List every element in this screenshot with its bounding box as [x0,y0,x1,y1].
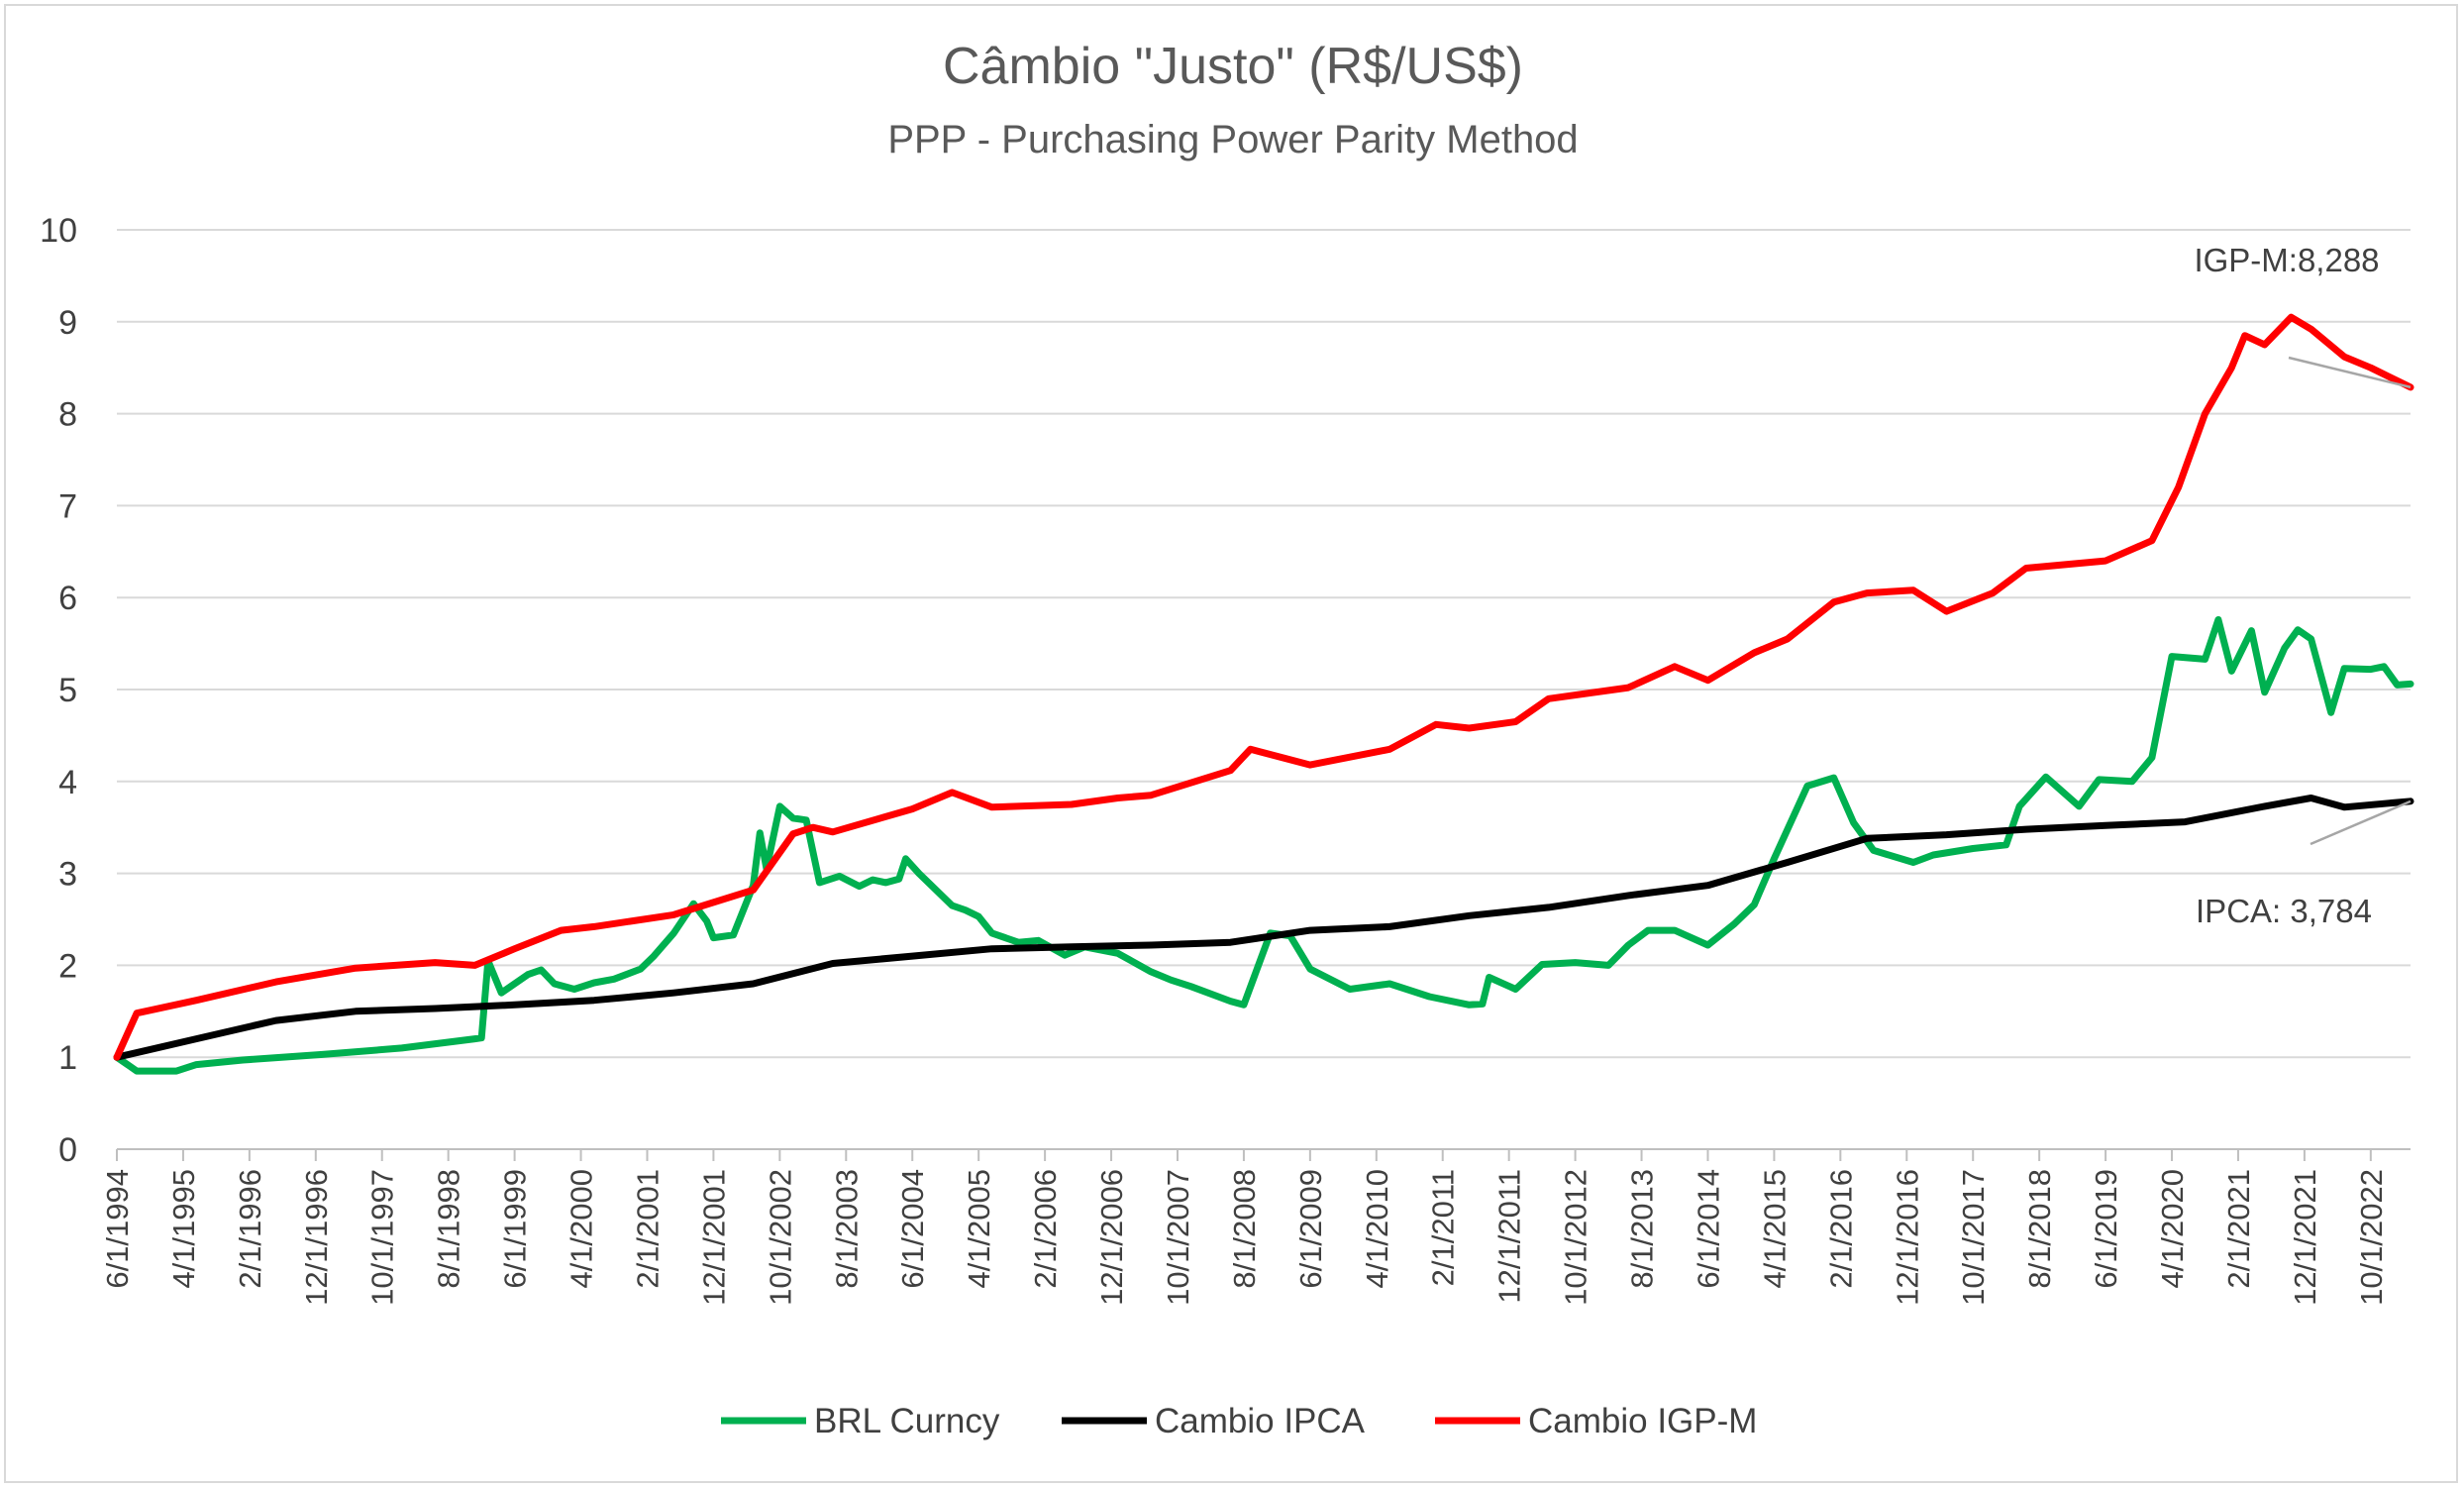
chart-title: Câmbio "Justo" (R$/US$) [943,38,1523,95]
y-tick-label: 6 [58,580,77,617]
y-tick-label: 1 [58,1039,77,1077]
legend-label-cambio-ipca: Cambio IPCA [1155,1402,1366,1440]
annotation-label: IGP-M:8,288 [2194,242,2379,278]
y-axis: 0 1 2 3 4 5 6 7 8 9 10 [40,212,77,1169]
x-tick-label: 6/1/1999 [498,1169,533,1289]
y-tick-label: 10 [40,212,77,250]
x-tick-label: 2/1/2001 [630,1169,665,1289]
chart-frame: Câmbio "Justo" (R$/US$) PPP - Purchasing… [4,4,2458,1483]
x-tick-label: 12/1/2006 [1094,1169,1129,1306]
x-tick-label: 12/1/1996 [299,1169,334,1306]
x-tick-label: 6/1/2009 [1293,1169,1328,1289]
chart-svg: Câmbio "Justo" (R$/US$) PPP - Purchasing… [40,38,2414,1440]
x-axis: 6/1/1994 4/1/1995 2/1/1996 12/1/1996 10/1/19… [100,1149,2389,1306]
y-tick-label: 0 [58,1131,77,1169]
y-tick-label: 4 [58,764,77,801]
x-tick-label: 12/1/2011 [1492,1169,1527,1304]
annotation-leader-line [2288,356,2412,389]
gridlines [117,229,2411,1150]
x-tick-label: 12/1/2001 [696,1169,731,1306]
x-tick-label: 12/1/2016 [1890,1169,1924,1306]
x-tick-label: 2/1/2006 [1028,1169,1063,1289]
x-tick-label: 4/1/2005 [962,1169,996,1289]
y-tick-label: 8 [58,396,77,434]
x-tick-label: 4/1/1995 [166,1169,201,1289]
x-tick-label: 8/1/2018 [2022,1169,2057,1289]
x-tick-label: 2/1/2021 [2221,1169,2256,1289]
y-tick-label: 3 [58,856,77,894]
annotations: IGP-M:8,288 IPCA: 3,784 [2194,242,2412,929]
x-tick-label: 8/1/2013 [1625,1169,1660,1289]
x-tick-label: 10/1/1997 [365,1169,400,1306]
y-tick-label: 5 [58,672,77,709]
x-tick-label: 8/1/2008 [1227,1169,1262,1289]
x-tick-label: 6/1/2004 [895,1169,930,1289]
series-lines [113,313,2414,1075]
x-tick-label: 8/1/1998 [432,1169,466,1289]
x-tick-label: 4/1/2000 [565,1169,599,1289]
x-tick-label: 10/1/2002 [763,1169,797,1306]
y-tick-label: 2 [58,947,77,985]
x-tick-label: 2/1/1996 [233,1169,267,1289]
legend-label-brl-curncy: BRL Curncy [814,1402,1000,1440]
series-line-brl-curncy [113,616,2414,1075]
y-tick-label: 7 [58,487,77,525]
x-tick-label: 10/1/2022 [2354,1169,2389,1306]
x-tick-label: 4/1/2015 [1757,1169,1792,1289]
series-line-cambio-igp-m [113,313,2414,1061]
x-tick-label: 2/1/2016 [1823,1169,1858,1289]
y-tick-label: 9 [58,304,77,342]
series-line-cambio-ipca [113,795,2414,1061]
annotation-leader-line [2310,799,2412,846]
x-tick-label: 2/1/2011 [1426,1169,1461,1286]
x-tick-label: 6/1/2014 [1691,1169,1725,1289]
annotation-label: IPCA: 3,784 [2196,893,2372,929]
legend-label-cambio-igp-m: Cambio IGP-M [1528,1402,1757,1440]
x-tick-label: 4/1/2020 [2155,1169,2190,1289]
chart-subtitle: PPP - Purchasing Power Parity Method [887,118,1578,161]
x-tick-label: 12/1/2021 [2288,1169,2322,1306]
x-tick-label: 10/1/2012 [1559,1169,1593,1306]
x-tick-label: 10/1/2007 [1161,1169,1195,1306]
x-tick-label: 4/1/2010 [1360,1169,1394,1289]
x-tick-label: 8/1/2003 [829,1169,864,1289]
legend: BRL Curncy Cambio IPCA Cambio IGP-M [721,1402,1757,1440]
x-tick-label: 10/1/2017 [1956,1169,1991,1306]
x-tick-label: 6/1/2019 [2089,1169,2123,1289]
x-tick-label: 6/1/1994 [100,1169,135,1289]
